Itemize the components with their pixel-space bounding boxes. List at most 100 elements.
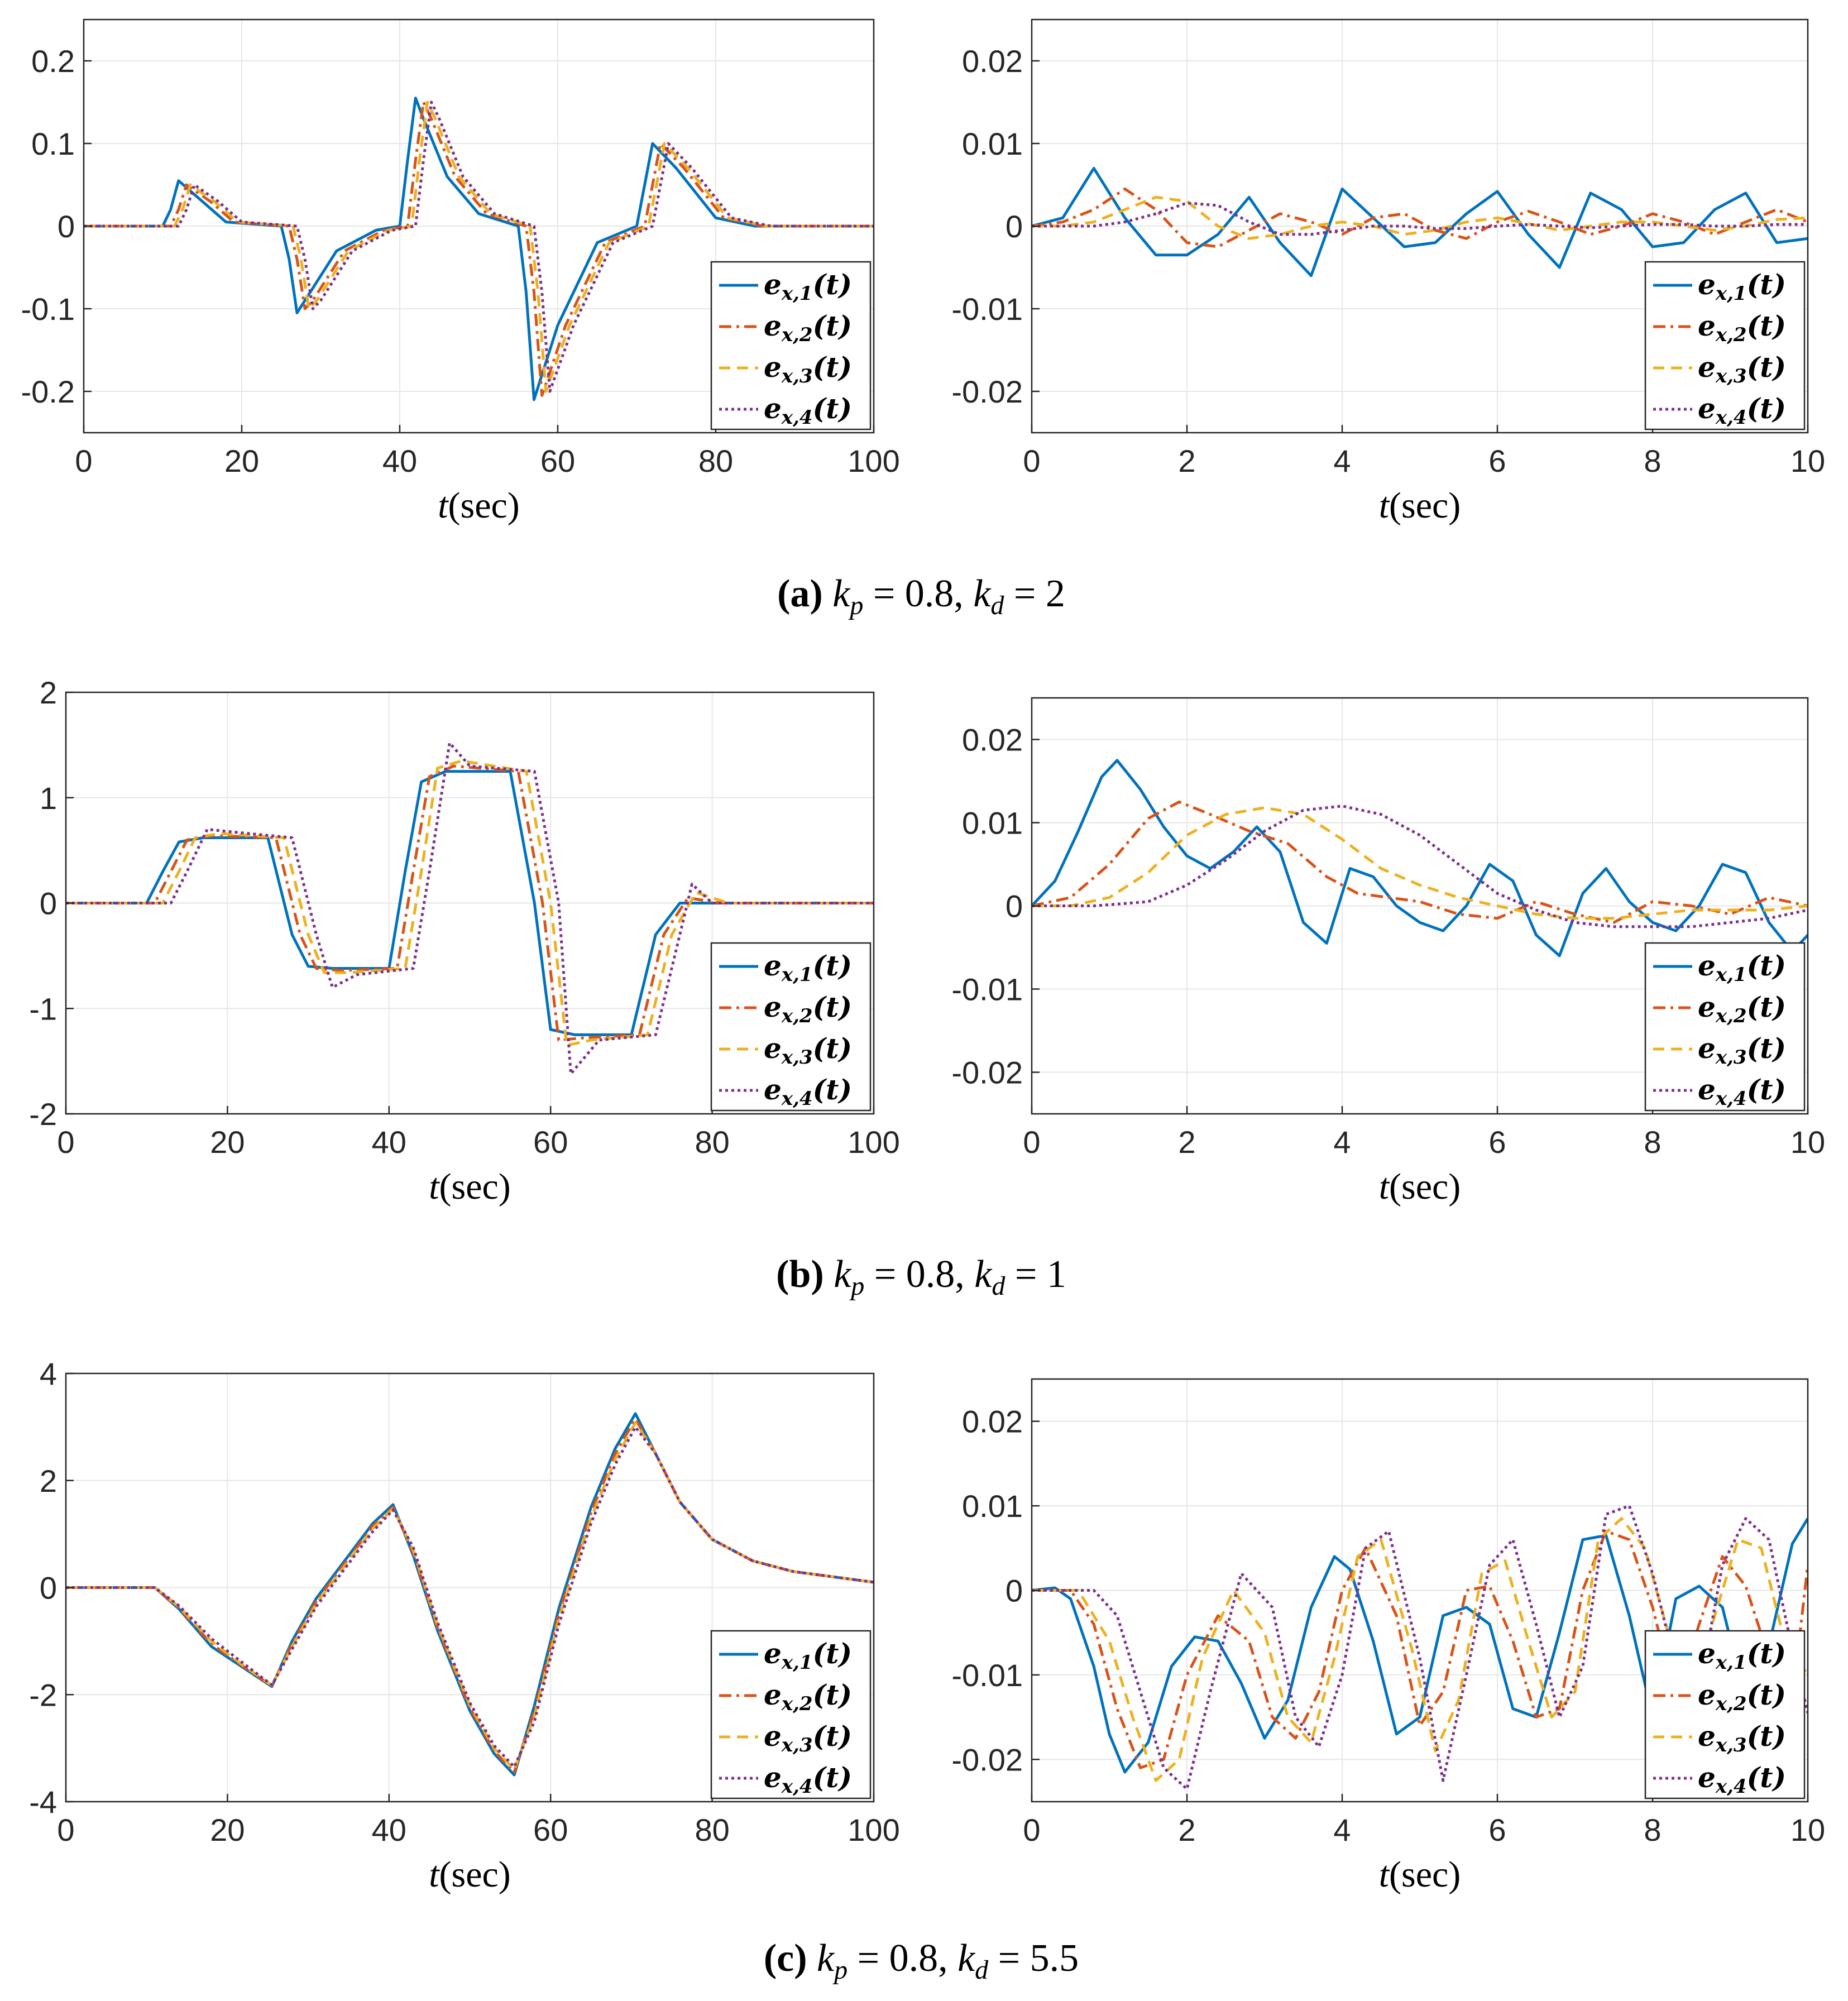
legend-base-c-right-1: e [1698, 1637, 1716, 1670]
caption-a-kd: k [973, 572, 992, 615]
series-line-a-left-1 [84, 97, 874, 401]
legend-base-b-left-1: e [764, 949, 782, 982]
x-axis-label-var-c-right: t [1379, 1854, 1390, 1895]
legend-sub-c-right-3: x,3 [1715, 1734, 1747, 1756]
legend-label-c-left-3: ex,3(t) [764, 1720, 852, 1756]
legend-label-a-left-3: ex,3(t) [764, 351, 852, 387]
x-axis-label-unit-a-left: (sec) [448, 485, 520, 526]
y-tick-label-b-right-1: -0.01 [951, 972, 1023, 1007]
legend-base-a-left-1: e [764, 268, 782, 301]
legend-sub-b-left-1: x,1 [781, 964, 813, 986]
legend-a-right: ex,1(t)ex,2(t)ex,3(t)ex,4(t) [1644, 261, 1806, 430]
x-axis-label-unit-c-left: (sec) [439, 1854, 511, 1895]
legend-sub-a-left-3: x,3 [781, 365, 813, 387]
legend-label-c-right-3: ex,3(t) [1698, 1720, 1786, 1756]
chart-a-left: 0 20 40 60 80 100-0.2-0.100.10.2t(sec)ex,1(t)… [21, 18, 900, 526]
x-axis-label-var-b-left: t [429, 1166, 440, 1207]
legend-base-a-left-2: e [764, 309, 782, 342]
x-tick-label-c-left-0: 0 [57, 1812, 74, 1847]
legend-label-b-left-1: ex,1(t) [764, 949, 852, 986]
caption-b-kd-sub: d [992, 1271, 1006, 1301]
y-tick-label-c-left-1: -2 [29, 1677, 57, 1712]
series-line-c-left-4 [66, 1425, 874, 1769]
caption-b-kp-sub: p [849, 1271, 864, 1301]
y-tick-label-b-right-0: -0.02 [951, 1055, 1023, 1090]
x-axis-label-a-right: t(sec) [1379, 485, 1461, 526]
legend-arg-a-right-4: (t) [1747, 392, 1786, 425]
legend-base-a-right-1: e [1698, 268, 1716, 301]
caption-c: (c) kp = 0.8, kd = 5.5 [764, 1937, 1079, 1985]
x-tick-label-c-left-3: 60 [533, 1812, 568, 1847]
series-line-b-left-1 [66, 770, 874, 1036]
legend-label-c-left-1: ex,1(t) [764, 1637, 852, 1674]
x-tick-label-c-left-5: 100 [848, 1812, 899, 1847]
x-tick-label-a-left-5: 100 [848, 443, 899, 478]
x-tick-label-b-right-0: 0 [1023, 1124, 1040, 1160]
legend-sub-c-left-1: x,1 [781, 1651, 813, 1674]
legend-b-right: ex,1(t)ex,2(t)ex,3(t)ex,4(t) [1644, 942, 1806, 1112]
legend-label-b-left-2: ex,2(t) [764, 990, 852, 1027]
series-line-b-right-4 [1032, 805, 1808, 928]
legend-label-a-right-3: ex,3(t) [1698, 351, 1786, 387]
legend-arg-c-left-1: (t) [813, 1637, 852, 1670]
x-axis-label-b-right: t(sec) [1379, 1166, 1461, 1207]
legend-label-a-left-4: ex,4(t) [764, 392, 852, 429]
x-axis-label-unit-c-right: (sec) [1389, 1854, 1461, 1895]
legend-box-a-left [710, 261, 872, 430]
caption-a-kp: k [832, 572, 851, 615]
caption-a-kd-sub: d [990, 591, 1004, 620]
y-tick-label-b-left-0: -2 [29, 1097, 57, 1132]
legend-sub-a-right-3: x,3 [1715, 365, 1747, 387]
legend-box-a-right [1644, 261, 1806, 430]
caption-a-kp-val: = 0.8, [863, 572, 963, 615]
caption-c-kd-sub: d [975, 1955, 989, 1985]
caption-c-tag: (c) [764, 1937, 807, 1980]
legend-base-b-right-1: e [1698, 949, 1716, 982]
legend-arg-b-right-1: (t) [1747, 949, 1786, 982]
series-line-a-left-3 [84, 100, 874, 393]
y-tick-label-b-right-4: 0.02 [962, 722, 1023, 758]
legend-base-b-left-2: e [764, 990, 782, 1023]
legend-base-c-left-4: e [764, 1761, 782, 1794]
legend-sub-b-left-3: x,3 [781, 1046, 813, 1069]
legend-label-c-right-1: ex,1(t) [1698, 1637, 1786, 1674]
legend-base-a-right-2: e [1698, 309, 1716, 342]
legend-base-c-left-3: e [764, 1720, 782, 1753]
caption-a: (a) kp = 0.8, kd = 2 [777, 572, 1065, 620]
legend-arg-c-left-2: (t) [813, 1678, 852, 1711]
series-line-c-right-4 [1032, 1504, 1808, 1791]
caption-b: (b) kp = 0.8, kd = 1 [776, 1253, 1066, 1301]
series-line-b-left-3 [66, 759, 874, 1047]
y-tick-label-c-right-3: 0.01 [962, 1488, 1023, 1524]
legend-arg-b-right-4: (t) [1747, 1073, 1786, 1106]
x-tick-label-b-right-4: 8 [1644, 1124, 1661, 1160]
caption-c-kp: k [817, 1937, 835, 1980]
legend-label-b-right-2: ex,2(t) [1698, 990, 1786, 1027]
x-tick-label-b-right-2: 4 [1333, 1124, 1351, 1160]
legend-box-b-right [1644, 942, 1806, 1112]
legend-base-c-left-2: e [764, 1678, 782, 1711]
legend-base-a-right-4: e [1698, 392, 1716, 425]
series-line-b-left-4 [66, 741, 874, 1075]
legend-label-a-right-2: ex,2(t) [1698, 309, 1786, 346]
legend-label-a-right-1: ex,1(t) [1698, 268, 1786, 305]
legend-base-b-left-3: e [764, 1032, 782, 1065]
legend-sub-b-right-2: x,2 [1715, 1005, 1747, 1027]
legend-sub-a-left-2: x,2 [781, 324, 813, 346]
x-tick-label-c-right-2: 4 [1333, 1812, 1351, 1847]
x-tick-label-a-left-4: 80 [698, 443, 733, 478]
legend-b-left: ex,1(t)ex,2(t)ex,3(t)ex,4(t) [710, 942, 872, 1112]
y-tick-label-a-right-2: 0 [1006, 209, 1023, 244]
legend-arg-b-right-3: (t) [1747, 1032, 1786, 1065]
legend-label-b-right-1: ex,1(t) [1698, 949, 1786, 986]
x-tick-label-b-left-1: 20 [210, 1124, 245, 1160]
legend-arg-a-left-4: (t) [813, 392, 852, 425]
y-tick-label-b-left-2: 0 [40, 886, 57, 921]
caption-c-kd: k [957, 1937, 976, 1980]
legend-sub-b-left-4: x,4 [781, 1088, 813, 1110]
x-tick-label-a-right-0: 0 [1023, 443, 1040, 478]
y-tick-label-a-right-0: -0.02 [951, 374, 1023, 409]
x-tick-label-b-left-4: 80 [695, 1124, 729, 1160]
y-tick-label-b-right-2: 0 [1006, 889, 1023, 924]
